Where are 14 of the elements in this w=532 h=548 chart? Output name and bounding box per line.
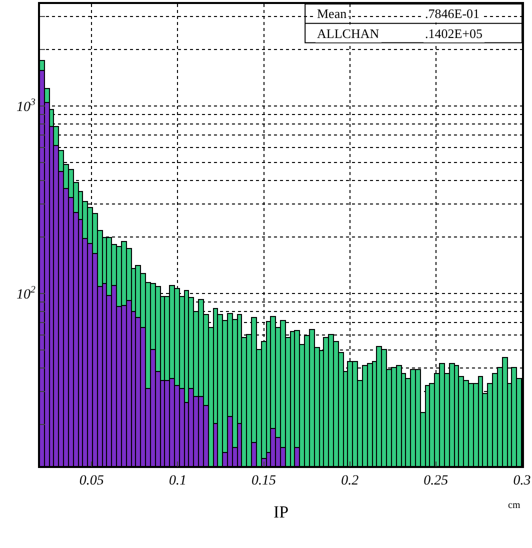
y-tick-label: 10$^{2}$ [16,284,36,302]
text: cm [508,500,520,511]
annotation: Mean [317,6,348,21]
y-tick-label: 10$^{3}$ [16,97,36,115]
annotation: .1402E+05 [425,26,483,41]
x-tick-label: 0.05 [79,474,104,489]
x-axis-title: IP [273,502,289,522]
x-tick-label: 0.2 [341,474,359,489]
x-tick-label: 0.3 [513,474,531,489]
x-tick-label: 0.1 [168,474,186,489]
x-tick-label: 0.15 [252,474,276,489]
annotation: .7846E-01 [425,6,480,21]
annotation: ALLCHAN [317,26,380,41]
x-tick-label: 0.25 [424,474,448,489]
